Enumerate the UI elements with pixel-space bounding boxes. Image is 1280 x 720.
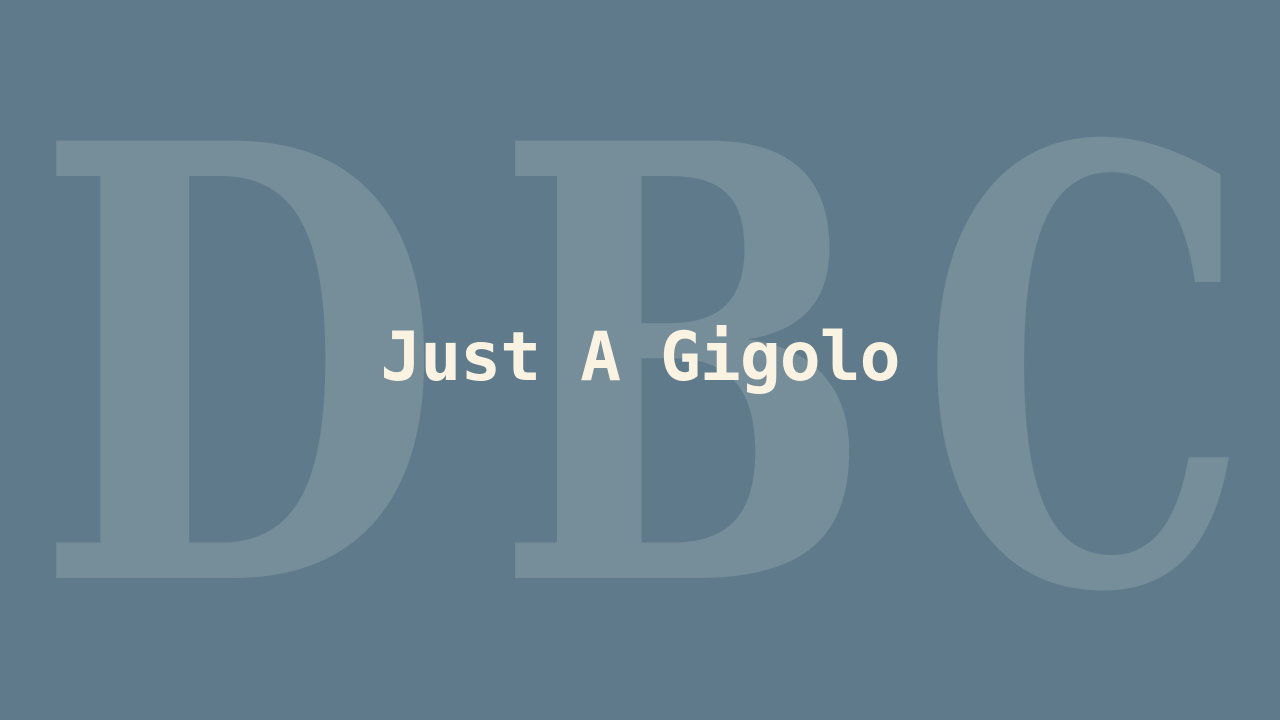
watermark-letter-d: D (34, 15, 444, 720)
watermark-letter-c: C (920, 19, 1250, 720)
watermark-letter-b: B (494, 15, 874, 720)
song-title: Just A Gigolo (380, 318, 900, 397)
